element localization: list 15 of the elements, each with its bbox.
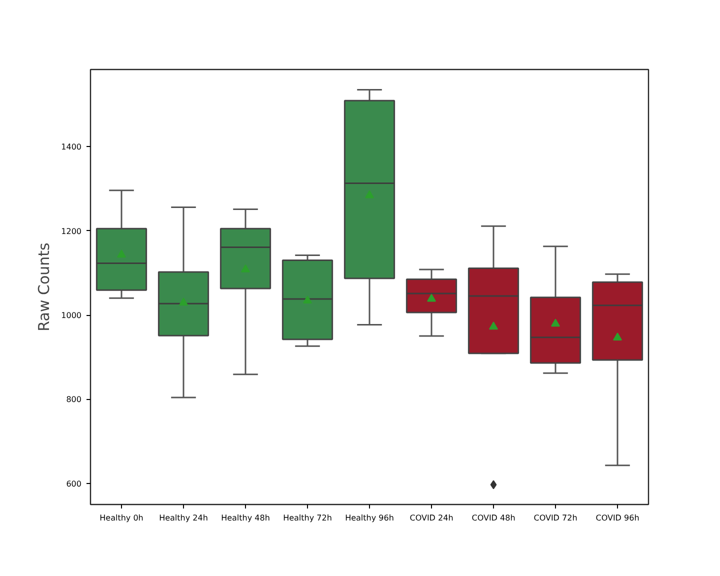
x-tick-label: Healthy 72h	[283, 514, 332, 522]
y-tick-label: 1400	[61, 142, 82, 152]
x-tick-label: Healthy 48h	[221, 514, 270, 522]
x-tick-label: Healthy 96h	[345, 514, 394, 522]
y-tick-label: 1000	[61, 311, 82, 320]
y-tick-label: 1200	[61, 226, 82, 236]
x-tick-label: COVID 24h	[410, 514, 454, 522]
y-axis-title: Raw Counts	[35, 242, 54, 332]
x-tick-label: COVID 48h	[472, 514, 516, 522]
y-tick-label: 800	[66, 395, 82, 404]
x-tick-label: Healthy 0h	[100, 514, 144, 522]
x-tick-label: COVID 72h	[534, 514, 578, 522]
y-tick-label: 600	[66, 479, 82, 488]
x-tick-label: Healthy 24h	[159, 514, 208, 522]
x-tick-label: COVID 96h	[596, 514, 640, 522]
